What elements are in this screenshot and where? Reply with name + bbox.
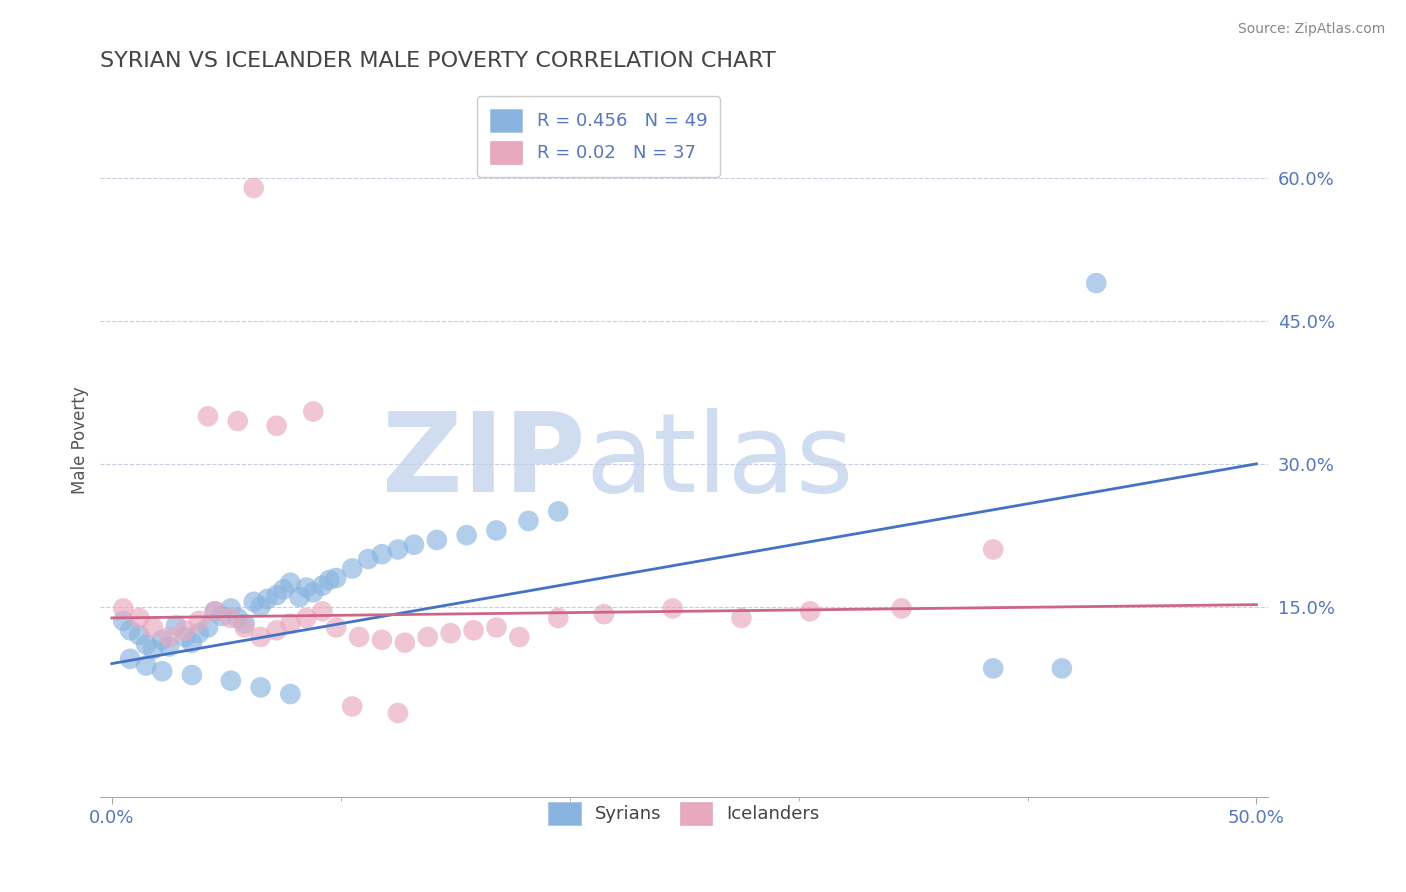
Point <box>340 699 363 714</box>
Point <box>387 542 409 557</box>
Text: SYRIAN VS ICELANDER MALE POVERTY CORRELATION CHART: SYRIAN VS ICELANDER MALE POVERTY CORRELA… <box>100 51 776 70</box>
Text: Source: ZipAtlas.com: Source: ZipAtlas.com <box>1237 22 1385 37</box>
Point <box>197 620 219 634</box>
Point <box>325 571 347 585</box>
Y-axis label: Male Poverty: Male Poverty <box>72 386 89 494</box>
Point <box>266 418 288 433</box>
Point <box>357 552 380 566</box>
Point <box>439 626 461 640</box>
Point <box>204 604 226 618</box>
Point <box>661 601 683 615</box>
Point <box>165 618 187 632</box>
Point <box>181 668 204 682</box>
Point <box>157 630 180 644</box>
Point <box>387 706 409 720</box>
Point <box>547 504 569 518</box>
Point <box>142 642 165 657</box>
Point <box>204 604 226 618</box>
Point <box>157 640 180 654</box>
Point <box>135 658 157 673</box>
Point <box>150 664 173 678</box>
Point <box>890 601 912 615</box>
Point <box>508 630 530 644</box>
Point <box>318 573 340 587</box>
Point <box>266 624 288 638</box>
Point <box>981 661 1004 675</box>
Point <box>295 611 318 625</box>
Point <box>128 611 150 625</box>
Point <box>187 614 209 628</box>
Point <box>981 542 1004 557</box>
Point <box>485 524 508 538</box>
Point <box>288 590 311 604</box>
Text: ZIP: ZIP <box>381 408 585 515</box>
Point <box>112 601 135 615</box>
Point <box>517 514 540 528</box>
Point <box>249 681 271 695</box>
Point <box>266 588 288 602</box>
Text: atlas: atlas <box>585 408 853 515</box>
Point <box>226 611 249 625</box>
Point <box>181 635 204 649</box>
Point <box>311 604 333 618</box>
Point <box>120 624 142 638</box>
Point <box>485 620 508 634</box>
Point <box>1050 661 1073 675</box>
Point <box>371 547 394 561</box>
Point <box>280 616 302 631</box>
Point <box>426 533 449 547</box>
Point <box>402 538 425 552</box>
Point <box>280 575 302 590</box>
Point <box>302 404 325 418</box>
Point <box>219 601 242 615</box>
Point <box>347 630 370 644</box>
Point <box>128 628 150 642</box>
Point <box>416 630 439 644</box>
Point <box>187 626 209 640</box>
Point <box>219 673 242 688</box>
Point <box>211 609 233 624</box>
Point <box>593 607 616 622</box>
Point <box>340 561 363 575</box>
Point <box>799 604 821 618</box>
Point <box>174 624 197 638</box>
Point <box>280 687 302 701</box>
Point <box>325 620 347 634</box>
Point <box>174 630 197 644</box>
Point <box>249 630 271 644</box>
Point <box>242 595 264 609</box>
Point <box>226 414 249 428</box>
Point <box>233 620 256 634</box>
Point <box>311 579 333 593</box>
Point <box>302 585 325 599</box>
Point <box>142 620 165 634</box>
Point <box>135 638 157 652</box>
Point <box>371 632 394 647</box>
Point <box>463 624 485 638</box>
Point <box>256 591 278 606</box>
Point <box>249 599 271 614</box>
Point <box>730 611 752 625</box>
Point <box>197 409 219 424</box>
Point <box>295 581 318 595</box>
Point <box>233 616 256 631</box>
Legend: Syrians, Icelanders: Syrians, Icelanders <box>540 793 830 834</box>
Point <box>112 614 135 628</box>
Point <box>219 611 242 625</box>
Point <box>150 632 173 647</box>
Point <box>394 635 416 649</box>
Point <box>1085 276 1108 290</box>
Point <box>547 611 569 625</box>
Point <box>273 582 295 597</box>
Point <box>456 528 478 542</box>
Point <box>242 181 264 195</box>
Point <box>120 652 142 666</box>
